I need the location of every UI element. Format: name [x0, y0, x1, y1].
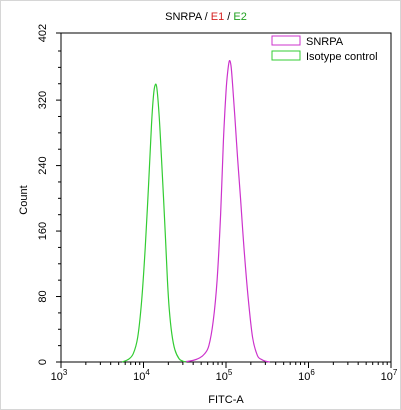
x-tick-label: 104: [133, 368, 150, 383]
x-axis-title: FITC-A: [208, 394, 244, 406]
plot-area: [60, 32, 392, 363]
x-tick-label: 107: [381, 368, 398, 383]
title-part-2: E1: [211, 11, 224, 23]
y-tick-label: 0: [37, 359, 49, 365]
series-line-snrpa: [182, 60, 270, 363]
legend-label: Isotype control: [306, 51, 378, 63]
y-axis: 0 80 160 240 320 402: [37, 24, 61, 365]
y-tick-label: 320: [37, 91, 49, 109]
series-line-isotype-control: [121, 83, 187, 363]
title-part-0: SNRPA: [165, 11, 203, 23]
legend: SNRPA Isotype control: [271, 35, 378, 63]
x-tick-label: 105: [216, 368, 233, 383]
legend-swatch: [271, 35, 301, 46]
x-tick-label: 103: [51, 368, 68, 383]
legend-swatch: [271, 50, 301, 61]
x-axis: 103 104 105 106 107: [51, 362, 398, 383]
y-tick-label: 402: [37, 24, 49, 42]
chart-title: SNRPA / E1 / E2: [165, 11, 247, 23]
y-axis-title: Count: [18, 185, 30, 214]
y-tick-label: 240: [37, 156, 49, 174]
x-tick-label: 106: [298, 368, 315, 383]
series-layer: [121, 60, 270, 363]
legend-label: SNRPA: [306, 36, 344, 48]
title-part-3: /: [224, 11, 233, 23]
y-tick-label: 80: [37, 290, 49, 302]
title-part-1: /: [202, 11, 211, 23]
title-part-4: E2: [233, 11, 246, 23]
y-tick-label: 160: [37, 222, 49, 240]
